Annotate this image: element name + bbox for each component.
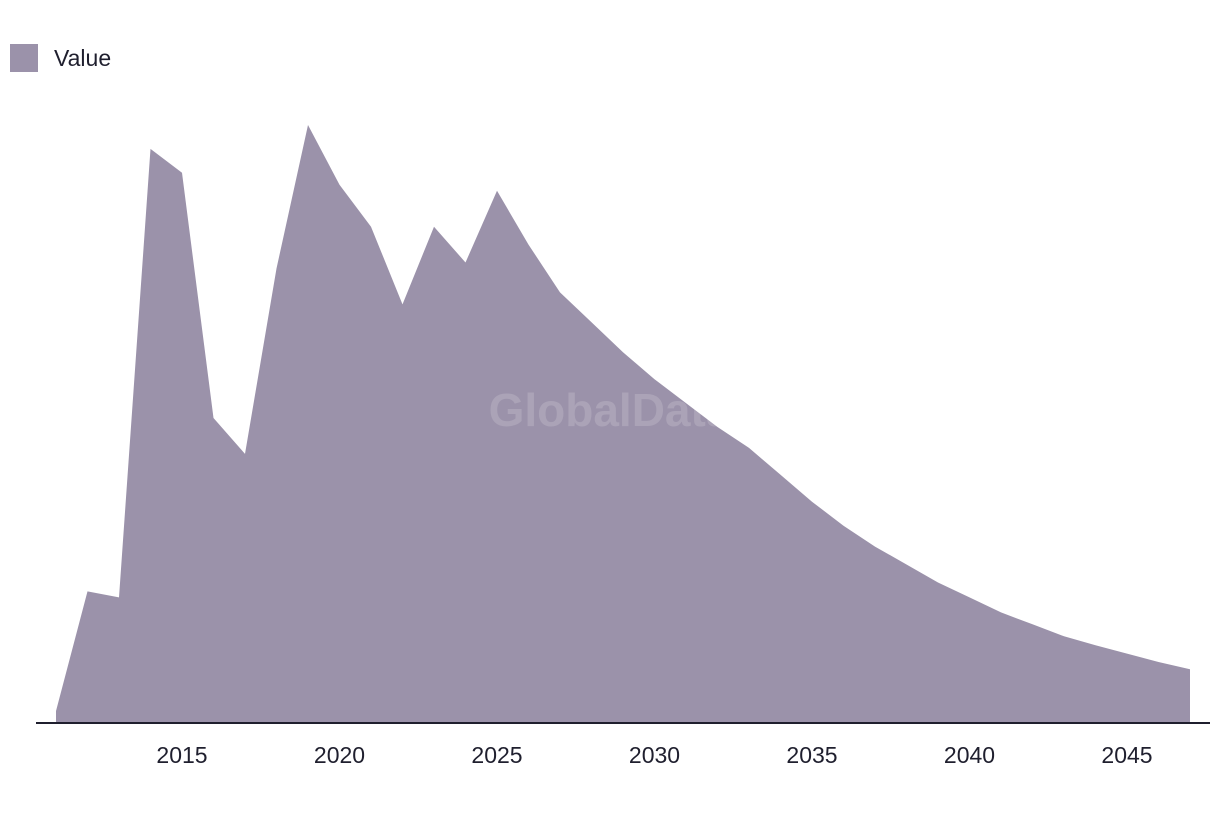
x-axis-ticks: 2015 2020 2025 2030 2035 2040 2045 <box>156 742 1152 768</box>
legend: Value <box>10 44 111 72</box>
watermark: GlobalData <box>489 384 732 436</box>
area-series-value <box>56 125 1190 723</box>
x-tick-label: 2015 <box>156 742 207 768</box>
x-tick-label: 2030 <box>629 742 680 768</box>
x-tick-label: 2025 <box>471 742 522 768</box>
plot-area <box>56 125 1190 723</box>
legend-swatch <box>10 44 38 72</box>
x-tick-label: 2035 <box>786 742 837 768</box>
legend-label: Value <box>54 44 112 71</box>
x-tick-label: 2020 <box>314 742 365 768</box>
x-tick-label: 2045 <box>1101 742 1152 768</box>
x-tick-label: 2040 <box>944 742 995 768</box>
